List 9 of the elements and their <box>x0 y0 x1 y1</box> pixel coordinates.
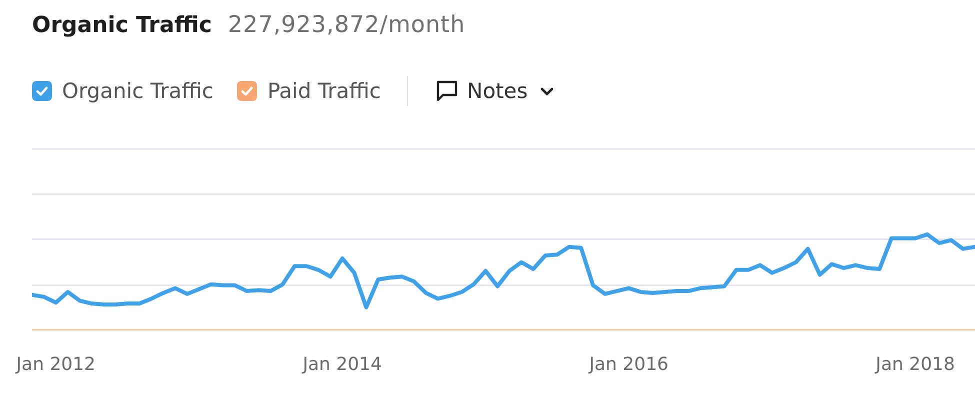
chart-title: Organic Traffic <box>32 13 212 38</box>
legend-label: Paid Traffic <box>267 79 381 103</box>
x-tick-label: Jan 2014 <box>302 354 382 375</box>
text: Notes <box>466 79 528 103</box>
x-tick-label: Jan 2018 <box>874 354 955 375</box>
x-tick-label: Jan 2012 <box>15 354 96 375</box>
legend-label: Organic Traffic <box>62 79 214 103</box>
chart-subtitle: 227,923,872/month <box>228 12 466 38</box>
x-tick-label: Jan 2016 <box>588 354 668 375</box>
